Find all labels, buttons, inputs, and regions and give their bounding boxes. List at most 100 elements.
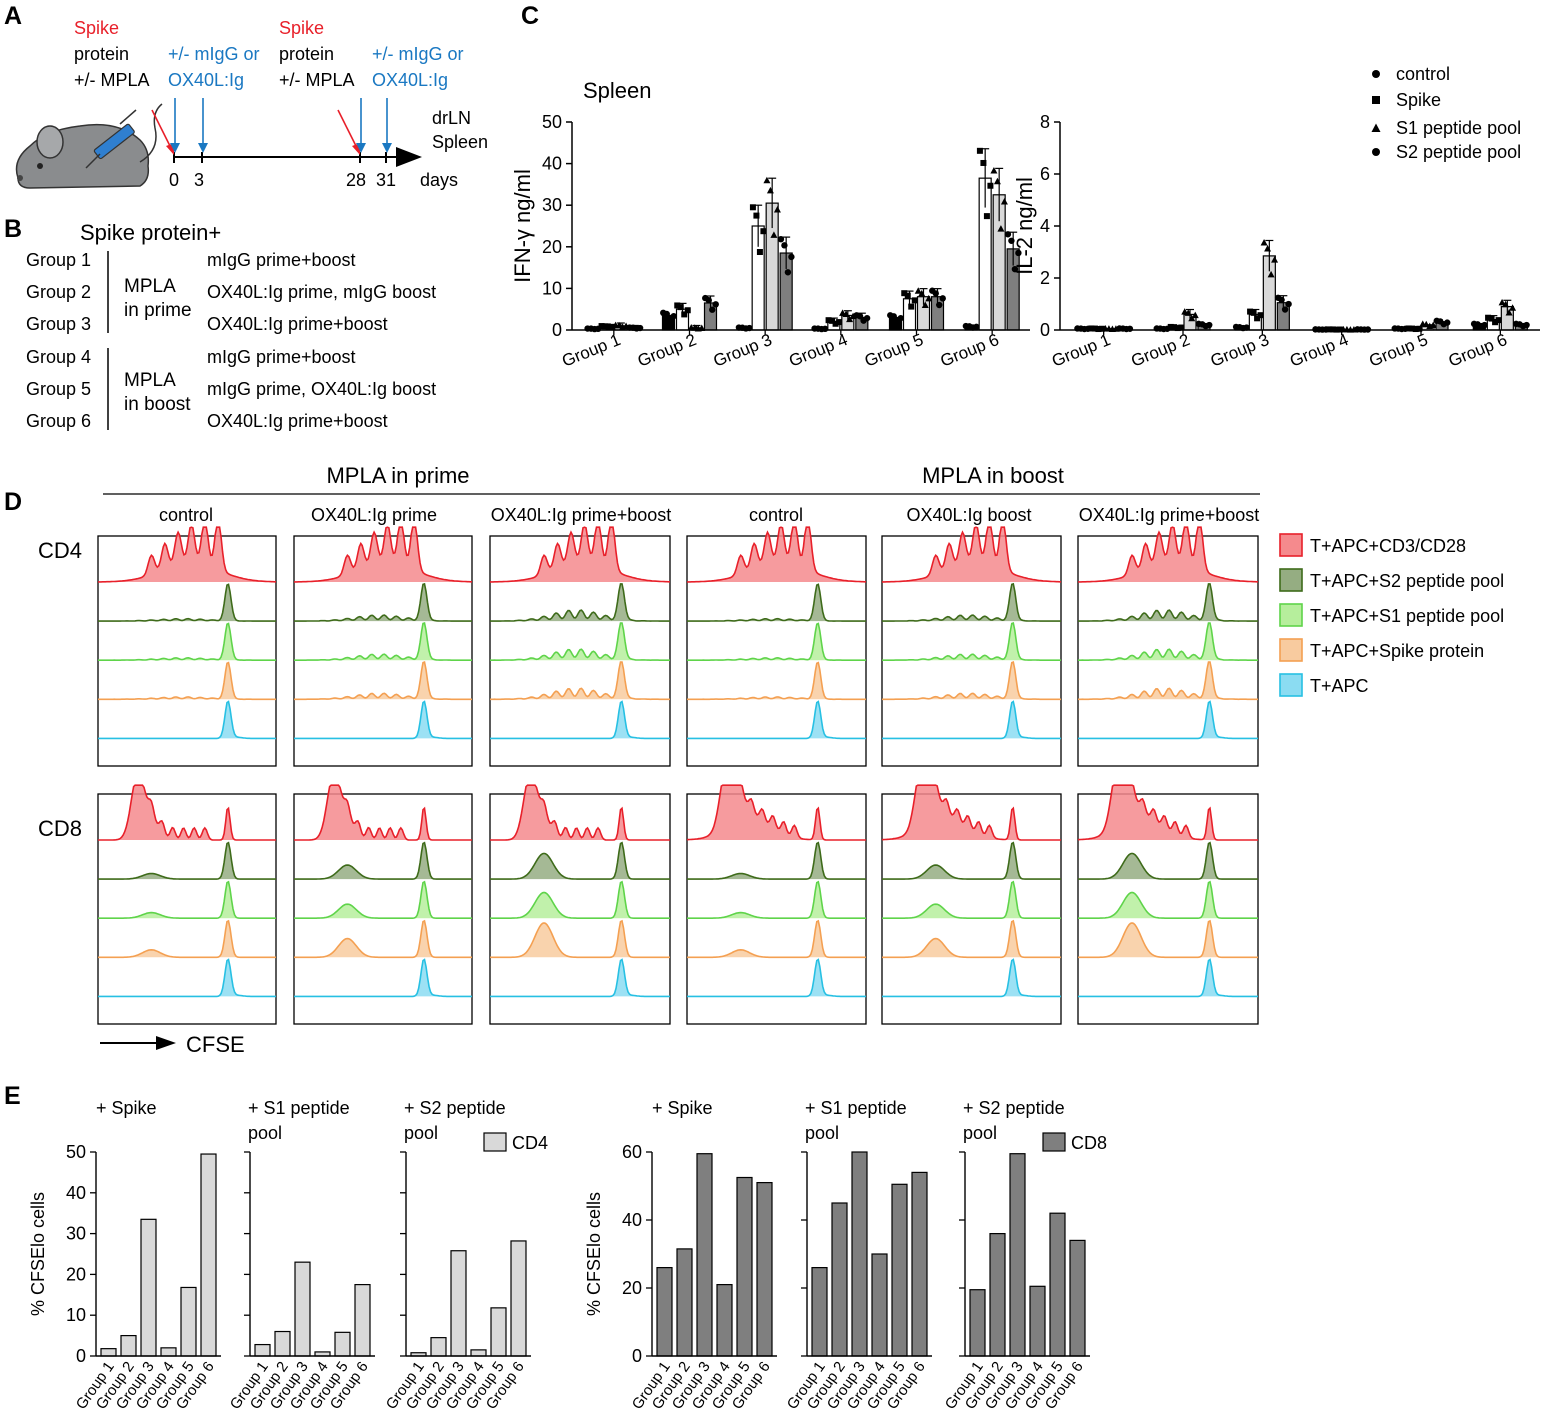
bar: [989, 1232, 1006, 1357]
table-title: Spike protein+: [80, 220, 221, 245]
data-point: [1502, 300, 1510, 308]
x-tick-label: Group 3: [1208, 330, 1272, 371]
data-point: [1412, 326, 1419, 333]
histogram-fill-s2: [882, 842, 1061, 880]
histogram-trace-apc: [687, 700, 866, 740]
bar: [811, 1266, 828, 1357]
histogram-frame: [489, 535, 671, 767]
legend-marker-square: [1372, 96, 1380, 104]
y-tick-label: 8: [1040, 112, 1050, 132]
panel-d: D MPLA in prime MPLA in boost control OX…: [4, 463, 1504, 1057]
y-tick-label: 0: [552, 320, 562, 340]
data-point: [918, 289, 926, 297]
treat2-line1: +/- mIgG or: [372, 44, 464, 64]
data-point: [1481, 321, 1488, 329]
group-4-label: Group 4: [26, 347, 91, 367]
histogram-frame: [686, 535, 867, 767]
data-point: [760, 228, 767, 235]
data-point: [1498, 298, 1506, 306]
data-point: [1098, 325, 1105, 332]
histogram-fill-spike: [1078, 662, 1258, 700]
data-point: [897, 314, 904, 322]
data-point: [763, 176, 771, 184]
y-tick-label: 2: [1040, 268, 1050, 288]
x-tick-label: Group 4: [1287, 330, 1351, 371]
data-point: [856, 313, 864, 320]
histogram-trace-apc: [98, 958, 276, 998]
data-point: [842, 310, 850, 317]
histogram-frame: [1077, 793, 1259, 1025]
x-tick-label: Group 2: [635, 330, 699, 371]
histogram-fill-s2: [294, 583, 472, 622]
histogram-trace-cd3: [490, 526, 670, 583]
y-tick-label: 50: [542, 112, 562, 132]
data-point: [1247, 308, 1254, 315]
data-point: [1184, 309, 1192, 316]
legend-entry: T+APC+S1 peptide pool: [1310, 606, 1504, 626]
legend-entry: S1 peptide pool: [1396, 118, 1521, 138]
group-2-label: Group 2: [26, 282, 91, 302]
histogram-trace-s1: [490, 880, 670, 920]
treatment-5: mIgG prime, OX40L:Ig boost: [207, 379, 436, 399]
histogram-trace-s1: [687, 622, 866, 662]
data-point: [1191, 311, 1199, 319]
treatment-4: mIgG prime+boost: [207, 347, 356, 367]
data-point: [677, 304, 684, 311]
histogram-fill-s1: [1078, 623, 1258, 661]
bar: [831, 1202, 848, 1357]
bar: [120, 1334, 137, 1357]
histogram-fill-s2: [687, 584, 866, 622]
histogram-fill-spike: [294, 920, 472, 958]
chart-c-legend: control Spike S1 peptide pool S2 peptide po…: [1371, 64, 1521, 162]
data-point: [1285, 300, 1292, 308]
data-point: [1091, 325, 1098, 332]
histogram-fill-s2: [882, 583, 1061, 622]
histogram-trace-s2: [1078, 583, 1258, 622]
data-point: [1488, 315, 1495, 322]
tissue-label: Spleen: [583, 78, 652, 103]
data-point: [770, 231, 778, 238]
y-axis-label: % CFSElo cells: [584, 1192, 604, 1316]
bar: [851, 1151, 868, 1357]
histogram-trace-spike: [687, 919, 866, 959]
data-point: [846, 315, 854, 323]
histogram-frame: [293, 535, 473, 767]
histogram-fill-s1: [687, 881, 866, 919]
histogram-trace-cd3: [294, 784, 472, 841]
histogram-fill-s1: [1078, 881, 1258, 919]
histogram-fill-s1: [490, 623, 670, 661]
legend-entry: T+APC+CD3/CD28: [1310, 536, 1466, 556]
y-axis-label: IFN-γ ng/ml: [510, 169, 535, 283]
histogram-trace-s1: [98, 880, 276, 920]
legend-swatch-s2: [1279, 568, 1303, 592]
data-point: [663, 310, 670, 318]
chart-title-line2: pool: [404, 1123, 438, 1143]
mpla-boost-line2: in boost: [124, 394, 191, 415]
data-point: [1422, 320, 1430, 328]
data-point: [1178, 324, 1185, 331]
histogram-trace-cd3: [98, 784, 276, 841]
data-point: [1278, 296, 1285, 304]
histogram-fill-s1: [882, 881, 1061, 919]
y-tick-label: 40: [66, 1183, 86, 1203]
bar: [100, 1348, 117, 1357]
legend-entry: Spike: [1396, 90, 1441, 110]
data-point: [1088, 325, 1095, 332]
data-point: [1409, 325, 1416, 332]
data-point: [1011, 265, 1019, 273]
histogram-trace-cd3: [490, 784, 670, 841]
histogram-fill-apc: [882, 701, 1061, 739]
bar: [450, 1250, 467, 1357]
injection2-line1: Spike: [279, 18, 324, 38]
bar: [1069, 1239, 1086, 1357]
legend-entry: S2 peptide pool: [1396, 142, 1521, 162]
bar: [160, 1347, 177, 1357]
histogram-fill-spike: [294, 662, 472, 700]
col-ox40l-prime: OX40L:Ig prime: [311, 505, 437, 525]
histogram-fill-s2: [490, 583, 670, 622]
y-tick-label: 20: [622, 1278, 642, 1298]
x-tick-label: Group 4: [786, 330, 850, 371]
panel-e-label: E: [4, 1082, 21, 1110]
row-cd4-label: CD4: [38, 538, 82, 563]
y-tick-label: 30: [66, 1224, 86, 1244]
